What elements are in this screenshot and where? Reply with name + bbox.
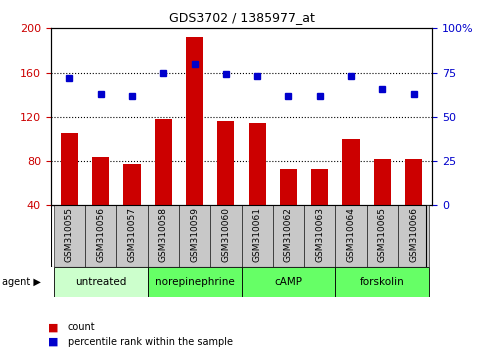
Text: GSM310058: GSM310058	[159, 207, 168, 262]
Bar	[124, 164, 141, 205]
FancyBboxPatch shape	[54, 267, 148, 297]
Bar	[249, 124, 266, 205]
FancyBboxPatch shape	[304, 205, 335, 267]
Text: GSM310062: GSM310062	[284, 207, 293, 262]
Text: GSM310057: GSM310057	[128, 207, 137, 262]
FancyBboxPatch shape	[335, 267, 429, 297]
FancyBboxPatch shape	[116, 205, 148, 267]
Text: GSM310060: GSM310060	[221, 207, 230, 262]
Bar	[405, 159, 422, 205]
Bar	[342, 139, 359, 205]
Text: percentile rank within the sample: percentile rank within the sample	[68, 337, 233, 347]
Text: norepinephrine: norepinephrine	[155, 277, 234, 287]
Text: cAMP: cAMP	[274, 277, 302, 287]
Bar	[155, 119, 172, 205]
FancyBboxPatch shape	[210, 205, 242, 267]
Title: GDS3702 / 1385977_at: GDS3702 / 1385977_at	[169, 11, 314, 24]
Text: ■: ■	[48, 337, 59, 347]
FancyBboxPatch shape	[148, 205, 179, 267]
Bar	[61, 133, 78, 205]
Bar	[280, 169, 297, 205]
FancyBboxPatch shape	[242, 267, 335, 297]
Text: GSM310055: GSM310055	[65, 207, 74, 262]
FancyBboxPatch shape	[148, 267, 242, 297]
Text: forskolin: forskolin	[360, 277, 405, 287]
Bar	[311, 169, 328, 205]
Text: GSM310061: GSM310061	[253, 207, 262, 262]
FancyBboxPatch shape	[54, 205, 85, 267]
Text: GSM310056: GSM310056	[96, 207, 105, 262]
Bar	[92, 156, 109, 205]
Bar	[186, 37, 203, 205]
FancyBboxPatch shape	[273, 205, 304, 267]
FancyBboxPatch shape	[398, 205, 429, 267]
Bar	[217, 121, 234, 205]
FancyBboxPatch shape	[335, 205, 367, 267]
Text: count: count	[68, 322, 95, 332]
FancyBboxPatch shape	[179, 205, 210, 267]
Text: GSM310064: GSM310064	[346, 207, 355, 262]
Bar	[374, 159, 391, 205]
Text: agent ▶: agent ▶	[2, 277, 41, 287]
Text: ■: ■	[48, 322, 59, 332]
Text: GSM310063: GSM310063	[315, 207, 324, 262]
Text: GSM310065: GSM310065	[378, 207, 387, 262]
Text: GSM310066: GSM310066	[409, 207, 418, 262]
FancyBboxPatch shape	[85, 205, 116, 267]
FancyBboxPatch shape	[242, 205, 273, 267]
Text: GSM310059: GSM310059	[190, 207, 199, 262]
FancyBboxPatch shape	[367, 205, 398, 267]
Text: untreated: untreated	[75, 277, 127, 287]
